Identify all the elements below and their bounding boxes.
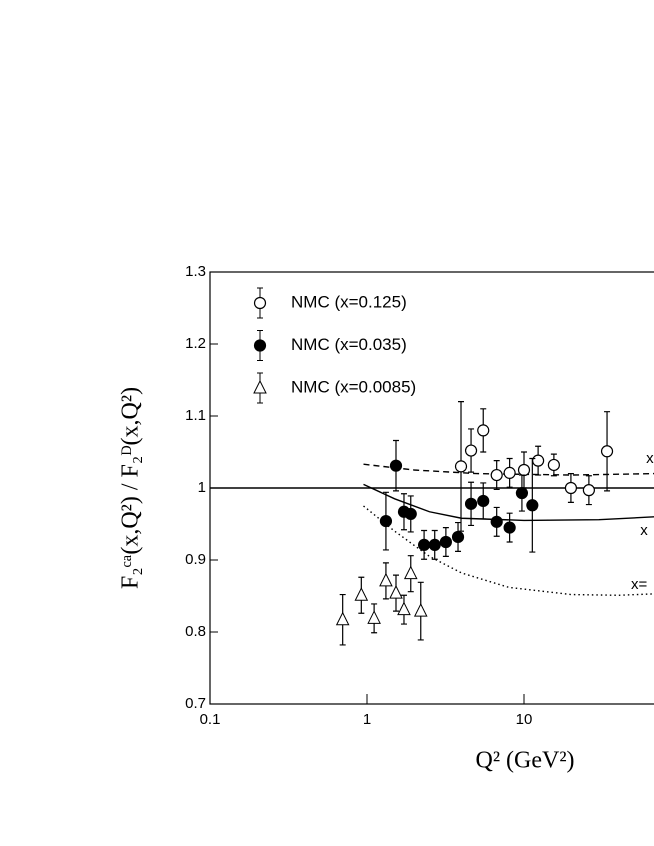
legend-marker [253, 296, 267, 310]
x-tick-label: 10 [516, 711, 533, 728]
marker [397, 601, 411, 616]
marker [354, 587, 369, 601]
legend-marker [253, 339, 267, 352]
legend-label: NMC (x=0.035) [291, 335, 407, 354]
model-curve [363, 505, 654, 596]
marker [403, 565, 418, 580]
marker [515, 486, 529, 500]
marker [490, 515, 503, 528]
y-tick-label: 0.9 [185, 551, 206, 568]
marker [582, 484, 595, 497]
marker [517, 463, 531, 477]
marker [413, 603, 428, 617]
curve-label: x [646, 450, 654, 467]
marker [600, 445, 614, 458]
legend-label: NMC (x=0.0085) [291, 377, 416, 396]
y-tick-label: 0.7 [185, 695, 206, 712]
marker [464, 444, 478, 457]
marker [389, 459, 403, 472]
marker [417, 538, 431, 551]
marker [428, 538, 441, 551]
marker [454, 460, 468, 473]
marker [477, 494, 490, 508]
marker [532, 454, 545, 467]
x-axis-label: Q² (GeV²) [475, 748, 574, 774]
marker [547, 458, 560, 472]
marker [379, 515, 393, 528]
x-tick-label: 0.1 [200, 711, 221, 728]
marker [367, 610, 381, 624]
x-tick-label: 1 [363, 711, 371, 728]
legend-marker [253, 379, 267, 394]
marker [477, 424, 490, 437]
marker [379, 572, 393, 587]
curve-label: x [640, 522, 648, 539]
marker [404, 507, 417, 521]
marker [335, 611, 350, 626]
marker [451, 530, 465, 544]
y-tick-label: 1.3 [185, 263, 206, 280]
marker [503, 521, 516, 534]
marker [389, 585, 403, 599]
y-tick-label: 1.2 [185, 335, 206, 352]
legend-label: NMC (x=0.125) [291, 292, 407, 311]
marker [439, 535, 452, 549]
marker [490, 468, 503, 482]
marker [564, 481, 578, 495]
y-tick-label: 1 [198, 479, 206, 496]
y-axis-label: F₂ᶜᵃ(x,Q²) / F₂ᴰ(x,Q²) [118, 387, 144, 589]
y-tick-label: 1.1 [185, 407, 206, 424]
marker [503, 466, 516, 479]
y-tick-label: 0.8 [185, 623, 206, 640]
marker [464, 497, 478, 510]
marker [526, 499, 539, 512]
curve-label: x= [631, 576, 648, 593]
